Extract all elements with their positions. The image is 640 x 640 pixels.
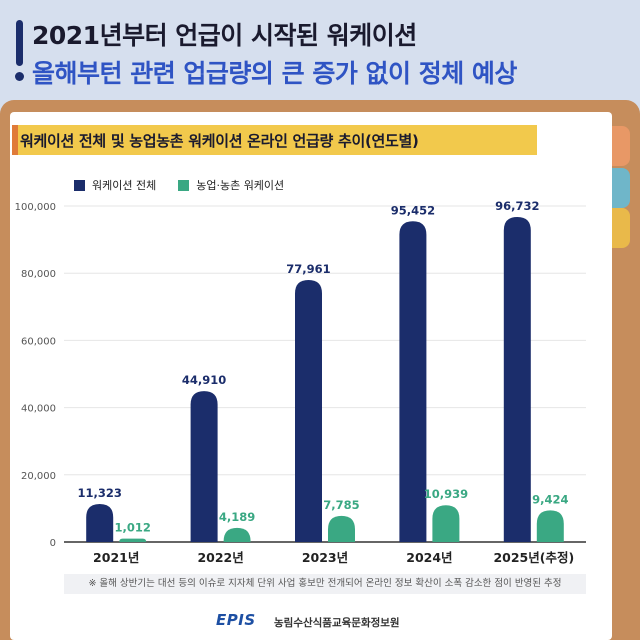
legend-label-agri: 농업·농촌 워케이션: [196, 179, 285, 192]
bar-total: [295, 280, 322, 542]
data-label-agri: 7,785: [323, 498, 359, 512]
exclamation-dot: [15, 72, 24, 81]
footnote: ※ 올해 상반기는 대선 등의 이슈로 지자체 단위 사업 홍보만 전개되어 온…: [64, 574, 586, 594]
headline-secondary: 올해부턴 관련 업급량의 큰 증가 없이 정체 예상: [32, 59, 517, 88]
bar-total: [190, 391, 218, 542]
data-label-agri: 9,424: [532, 492, 568, 506]
organization-name: 농림수산식품교육문화정보원: [274, 617, 400, 629]
headline-primary: 2021년부터 언급이 시작된 워케이션: [32, 21, 417, 50]
x-tick-label: 2024년: [406, 550, 452, 565]
data-label-total: 96,732: [495, 199, 539, 213]
bar-total: [503, 216, 531, 543]
x-tick-label: 2022년: [197, 550, 243, 565]
bar-total: [86, 503, 114, 542]
x-tick-label: 2021년: [93, 550, 139, 565]
legend-swatch-total: [74, 179, 85, 191]
y-tick-label: 40,000: [21, 404, 56, 415]
y-tick-label: 60,000: [21, 336, 56, 347]
legend-item-agri: 농업·농촌 워케이션: [178, 177, 284, 193]
y-tick-label: 0: [50, 538, 56, 549]
legend-swatch-agri: [178, 179, 190, 191]
bar-agri: [328, 515, 355, 542]
x-tick-label: 2025년(추정): [493, 550, 574, 565]
data-label-total: 44,910: [182, 373, 226, 387]
data-label-agri: 1,012: [115, 521, 151, 535]
chart-legend: 워케이션 전체 농업·농촌 워케이션: [74, 177, 306, 193]
data-label-agri: 4,189: [219, 510, 255, 524]
data-label-agri: 10,939: [424, 487, 468, 501]
bar-total: [399, 221, 427, 542]
y-tick-label: 80,000: [21, 269, 56, 280]
y-tick-label: 20,000: [21, 471, 56, 482]
data-label-total: 11,323: [78, 486, 122, 500]
legend-item-total: 워케이션 전체: [74, 177, 156, 193]
header: 2021년부터 언급이 시작된 워케이션 올해부턴 관련 업급량의 큰 증가 없…: [0, 0, 640, 100]
legend-label-total: 워케이션 전체: [92, 179, 157, 192]
data-label-total: 95,452: [391, 203, 435, 217]
chart-title: 워케이션 전체 및 농업농촌 워케이션 온라인 언급량 추이(연도별): [20, 132, 419, 150]
bar-agri: [223, 527, 251, 542]
data-label-total: 77,961: [286, 262, 330, 276]
bar-agri: [432, 505, 460, 542]
epis-logo: EPIS: [216, 611, 256, 629]
bar-agri: [119, 538, 147, 542]
exclamation-icon: [16, 20, 23, 66]
chart-title-box: [12, 125, 537, 155]
y-tick-label: 100,000: [15, 202, 56, 213]
x-tick-label: 2023년: [302, 550, 348, 565]
bar-agri: [536, 510, 564, 542]
